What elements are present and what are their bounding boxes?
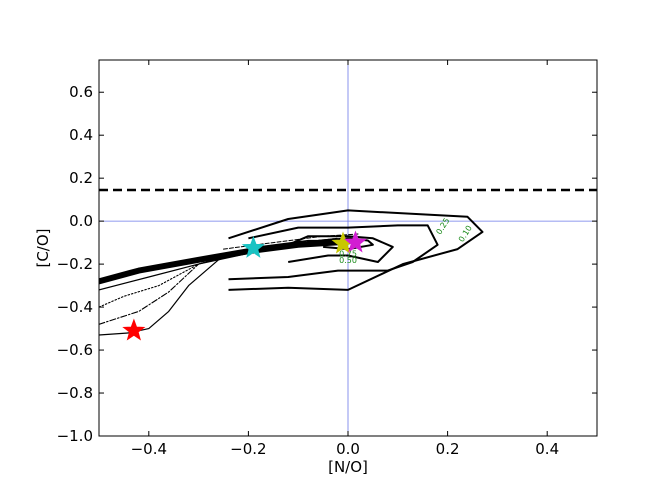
x-tick-label: 0.4 [535,440,559,458]
plot-area: 0.100.250.500.75 [99,60,597,436]
x-tick-label: −0.2 [230,440,266,458]
star-marker-2 [241,235,265,258]
x-axis-label: [N/O] [328,458,368,476]
x-tick-label: 0.2 [436,440,460,458]
x-tick-label: 0.0 [336,440,360,458]
star-marker-4 [343,230,367,253]
y-tick-label: −0.8 [57,384,93,402]
y-tick-label: −0.4 [57,298,93,316]
contour-0.50 [287,235,394,263]
y-tick-label: 0.2 [69,169,93,187]
y-axis-label: [C/O] [34,228,52,267]
contour-0.25 [228,224,439,281]
y-tick-label: 0.6 [69,83,93,101]
y-tick-label: −0.6 [57,341,93,359]
contour-label-0.25: 0.25 [434,216,451,236]
x-tick-label: −0.4 [131,440,167,458]
model-track-1 [99,238,351,285]
y-tick-label: 0.4 [69,126,93,144]
contour-label-0.50: 0.50 [339,256,357,265]
contour-0.10 [228,209,484,291]
y-tick-label: 0.0 [69,212,93,230]
model-track-4 [99,237,339,325]
y-tick-label: −1.0 [57,427,93,445]
star-marker-1 [122,318,146,341]
model-track-2 [99,242,339,291]
y-tick-label: −0.2 [57,255,93,273]
contour-label-0.75: 0.75 [339,250,357,259]
axis-ticks: −0.4 −0.2 0.0 0.2 0.4 0.6 0.4 0.2 0.0 −0.2 −0.4 −0.… [57,60,597,458]
